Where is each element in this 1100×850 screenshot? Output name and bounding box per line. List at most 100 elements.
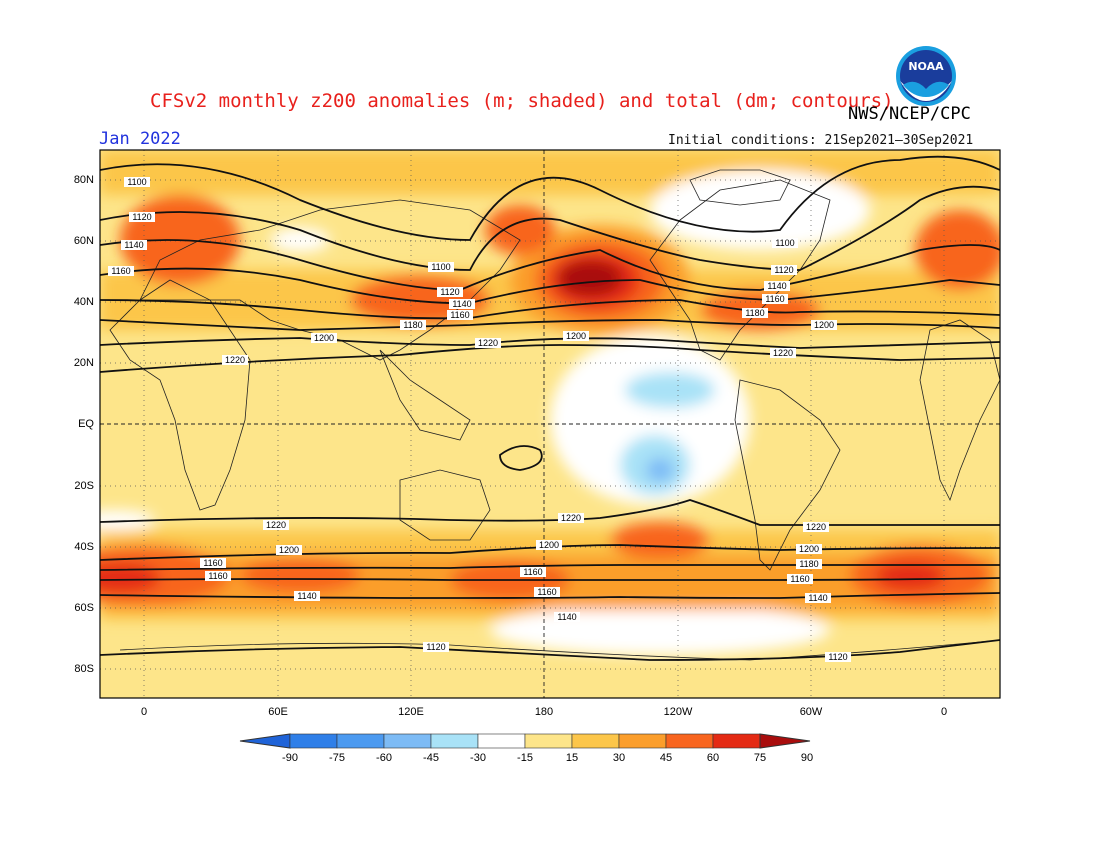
svg-text:1180: 1180	[403, 320, 422, 330]
colorbar-label: -45	[423, 752, 439, 764]
colorbar-swatch	[289, 733, 338, 749]
lat-label-80s: 80S	[74, 663, 94, 675]
contour-label-1200-d: 1200	[276, 545, 302, 555]
colorbar-swatch	[477, 733, 526, 749]
lon-label-0: 0	[140, 706, 148, 718]
lon-label-60w: 60W	[799, 706, 823, 718]
logo-text: NOAA	[908, 60, 944, 73]
contour-label-1120-b: 1120	[437, 287, 463, 297]
forecast-month: Jan 2022	[99, 129, 181, 149]
contour-label-1200-e: 1200	[536, 540, 562, 550]
colorbar-label: 60	[706, 752, 720, 764]
contour-label-1140-b: 1140	[449, 299, 475, 309]
contour-label-1220-e: 1220	[558, 513, 584, 523]
lat-label-60s: 60S	[74, 602, 94, 614]
lat-label-eq: EQ	[78, 418, 94, 430]
colorbar-label: 45	[659, 752, 673, 764]
svg-text:1120: 1120	[774, 265, 793, 275]
svg-text:1220: 1220	[561, 513, 581, 523]
colorbar-label: 90	[800, 752, 814, 764]
lon-label-0-east: 0	[940, 706, 948, 718]
lat-label-80n: 80N	[73, 174, 94, 186]
svg-text:1200: 1200	[799, 544, 819, 554]
height-contours	[100, 155, 1000, 661]
colorbar-label: -75	[329, 752, 345, 764]
svg-text:1180: 1180	[745, 308, 764, 318]
contour-label-1220-f: 1220	[803, 522, 829, 532]
svg-text:1200: 1200	[539, 540, 559, 550]
lat-label-40s: 40S	[74, 541, 94, 553]
svg-text:1140: 1140	[124, 240, 143, 250]
contour-label-1140-d: 1140	[294, 591, 320, 601]
lat-label-40n: 40N	[73, 296, 94, 308]
svg-text:1160: 1160	[790, 574, 809, 584]
contour-label-1120: 1120	[129, 212, 155, 222]
colorbar-label: 15	[565, 752, 579, 764]
colorbar-right-arrow	[759, 733, 811, 749]
colorbar-swatch	[665, 733, 714, 749]
svg-text:1120: 1120	[828, 652, 847, 662]
svg-text:1220: 1220	[266, 520, 286, 530]
contour-label-1200-b: 1200	[563, 331, 589, 341]
lon-label-180: 180	[534, 706, 554, 718]
colorbar-swatch	[571, 733, 620, 749]
svg-text:1140: 1140	[452, 299, 471, 309]
noaa-logo: NOAA	[896, 46, 956, 106]
svg-text:1140: 1140	[297, 591, 316, 601]
map-frame	[99, 149, 1001, 699]
reference-lines	[100, 150, 1000, 698]
colorbar-label: -15	[517, 752, 533, 764]
contour-label-1220-d: 1220	[263, 520, 289, 530]
colorbar	[239, 733, 811, 749]
svg-text:1220: 1220	[806, 522, 826, 532]
svg-text:1140: 1140	[808, 593, 827, 603]
svg-text:1120: 1120	[440, 287, 459, 297]
contour-label-1100-b: 1100	[428, 262, 454, 272]
colorbar-swatch	[336, 733, 385, 749]
svg-text:1220: 1220	[225, 355, 245, 365]
svg-text:1160: 1160	[537, 587, 556, 597]
contour-label-1120-e: 1120	[825, 652, 851, 662]
lat-label-20s: 20S	[74, 480, 94, 492]
contour-label-1160-e: 1160	[205, 571, 231, 581]
colorbar-swatch	[712, 733, 761, 749]
contour-labels: 1100 1120 1140 1160 1100 1120 1140 1160 …	[108, 177, 851, 662]
colorbar-left-arrow	[239, 733, 291, 749]
lon-label-120w: 120W	[663, 706, 693, 718]
colorbar-label: 75	[753, 752, 767, 764]
contour-label-1200-f: 1200	[796, 544, 822, 554]
colorbar-label: -30	[470, 752, 486, 764]
lat-label-20n: 20N	[73, 357, 94, 369]
contour-label-1120-c: 1120	[771, 265, 797, 275]
contour-label-1140-f: 1140	[554, 612, 580, 622]
contour-label-1120-d: 1120	[423, 642, 449, 652]
contour-label-1180: 1180	[400, 320, 426, 330]
lon-label-60e: 60E	[268, 706, 288, 718]
contour-label-1100-c: 1100	[772, 238, 798, 248]
contour-label-1160-d: 1160	[200, 558, 226, 568]
contour-label-1140-c: 1140	[764, 281, 790, 291]
colorbar-swatch	[430, 733, 479, 749]
svg-text:1100: 1100	[431, 262, 450, 272]
svg-text:1160: 1160	[208, 571, 227, 581]
colorbar-label: -90	[282, 752, 298, 764]
contour-label-1160-f: 1160	[520, 567, 546, 577]
svg-text:1140: 1140	[557, 612, 576, 622]
svg-text:1200: 1200	[279, 545, 299, 555]
colorbar-swatch	[618, 733, 667, 749]
svg-text:1160: 1160	[111, 266, 130, 276]
svg-text:1200: 1200	[566, 331, 586, 341]
contour-label-1220: 1220	[222, 355, 248, 365]
contour-label-1160-g: 1160	[787, 574, 813, 584]
contour-label-1160-b: 1160	[447, 310, 473, 320]
contour-label-1160-h: 1160	[534, 587, 560, 597]
svg-text:1120: 1120	[132, 212, 151, 222]
svg-text:1120: 1120	[426, 642, 445, 652]
contour-label-1180-b: 1180	[742, 308, 768, 318]
chart-title: CFSv2 monthly z200 anomalies (m; shaded)…	[150, 90, 894, 112]
svg-text:1160: 1160	[203, 558, 222, 568]
initial-conditions: Initial conditions: 21Sep2021–30Sep2021	[668, 133, 974, 148]
contour-label-1200-c: 1200	[811, 320, 837, 330]
lon-label-120e: 120E	[398, 706, 424, 718]
lat-label-60n: 60N	[73, 235, 94, 247]
